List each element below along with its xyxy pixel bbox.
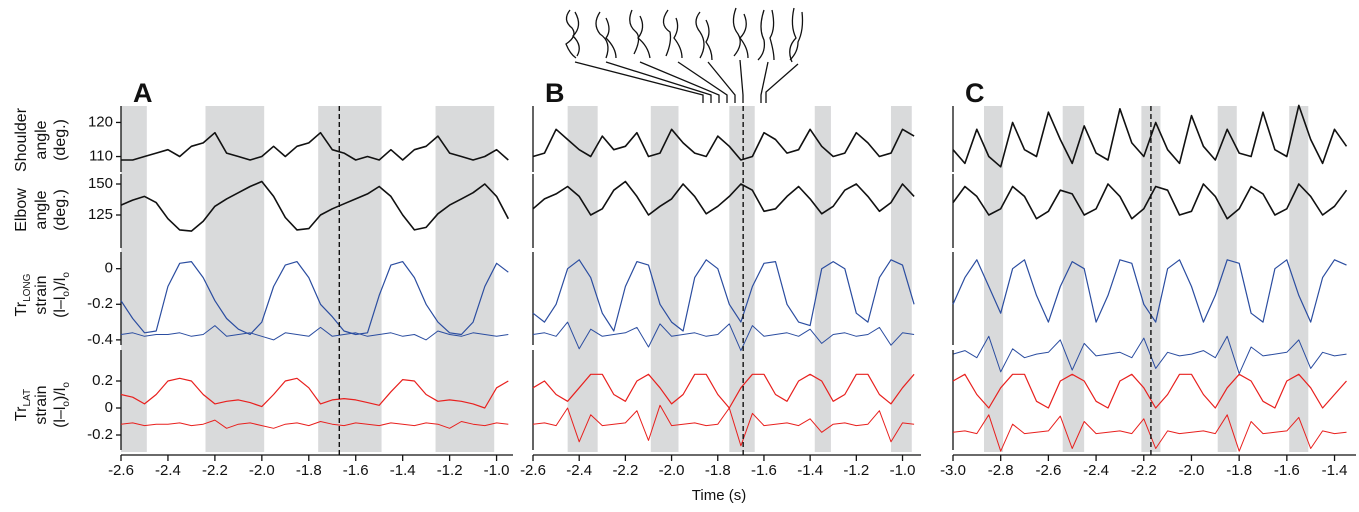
trace (120, 261, 509, 336)
shaded-band (650, 106, 679, 452)
x-axis-label: Time (s) (692, 487, 746, 504)
x-tick-label: -1.6 (1274, 462, 1300, 479)
y-tick-label: 150 (88, 175, 113, 192)
trace (952, 183, 1348, 220)
trace (121, 131, 509, 161)
shaded-band (567, 106, 598, 452)
x-tick-label: -2.0 (1179, 462, 1205, 479)
y-axis-label: angle (33, 190, 50, 229)
x-tick-label: -2.2 (202, 462, 228, 479)
y-tick-label: 0 (105, 399, 113, 416)
x-tick-label: -1.0 (484, 462, 510, 479)
label-part: Tr (13, 301, 30, 316)
y-axis-label: strain (33, 275, 50, 314)
trace (952, 104, 1348, 168)
shaded-band (890, 106, 912, 452)
y-tick-label: -0.2 (87, 295, 113, 312)
shaded-band (318, 106, 382, 452)
trace (532, 128, 915, 161)
y-axis-label: Elbow (13, 188, 30, 232)
label-part: )/l (52, 278, 69, 291)
trace (120, 325, 509, 341)
y-axis-label: strain (33, 385, 50, 424)
shaded-band (205, 106, 265, 452)
panel-letter: B (545, 78, 565, 108)
x-tick-label: -2.8 (988, 462, 1014, 479)
x-tick-label: -1.2 (437, 462, 463, 479)
subscript: o (61, 401, 72, 407)
trace (952, 259, 1347, 323)
panel-letter: C (965, 78, 985, 108)
y-tick-label: -0.2 (87, 426, 113, 443)
shaded-band (814, 106, 831, 452)
x-tick-label: -2.4 (155, 462, 181, 479)
x-tick-label: -2.6 (520, 462, 546, 479)
label-part: Tr (13, 406, 30, 421)
x-tick-label: -1.8 (296, 462, 322, 479)
subscript: o (61, 291, 72, 297)
y-axis-label: angle (33, 120, 50, 159)
shaded-band (729, 106, 755, 452)
x-tick-label: -1.2 (843, 462, 869, 479)
y-tick-label: 125 (88, 206, 113, 223)
x-tick-label: -3.0 (940, 462, 966, 479)
y-tick-label: 0 (105, 260, 113, 277)
x-tick-label: -1.6 (343, 462, 369, 479)
trace (120, 419, 509, 429)
trace (532, 373, 915, 409)
subscript: LONG (22, 273, 33, 302)
x-tick-label: -2.2 (1131, 462, 1157, 479)
y-tick-label: 0.2 (92, 372, 113, 389)
trace (952, 335, 1347, 375)
trace (952, 414, 1347, 452)
x-tick-label: -1.0 (890, 462, 916, 479)
y-axis-label: (deg.) (52, 119, 69, 161)
x-tick-label: -2.6 (1035, 462, 1061, 479)
panel-letter: A (133, 78, 153, 108)
trace (952, 373, 1347, 409)
shaded-band (1217, 106, 1237, 452)
trace (120, 180, 510, 232)
x-tick-label: -1.8 (1226, 462, 1252, 479)
x-tick-label: -2.0 (659, 462, 685, 479)
shaded-band (121, 106, 147, 452)
x-tick-label: -2.4 (1083, 462, 1109, 479)
x-tick-label: -1.6 (751, 462, 777, 479)
x-tick-label: -2.4 (566, 462, 592, 479)
y-axis-label: (l–lo)/lo (52, 382, 72, 428)
x-tick-label: -1.4 (797, 462, 823, 479)
label-part: (l–l (52, 407, 69, 428)
y-axis-label: TrLONG (13, 273, 33, 316)
trace (532, 404, 915, 447)
trace (120, 377, 509, 409)
subscript: o (61, 272, 72, 278)
y-tick-label: 120 (88, 113, 113, 130)
x-tick-label: -2.6 (108, 462, 134, 479)
y-axis-label: (deg.) (52, 189, 69, 231)
shaded-band (1289, 106, 1309, 452)
trace (532, 180, 915, 216)
trace (532, 321, 915, 352)
arm-sketches (565, 7, 804, 103)
x-tick-label: -1.4 (390, 462, 416, 479)
y-axis-label: Shoulder (13, 107, 30, 172)
subscript: LAT (22, 389, 33, 407)
x-tick-label: -1.8 (705, 462, 731, 479)
subscript: o (61, 382, 72, 388)
x-tick-label: -2.0 (249, 462, 275, 479)
label-part: )/l (52, 388, 69, 401)
trace (532, 259, 915, 332)
label-part: (l–l (52, 297, 69, 318)
x-tick-label: -1.4 (1322, 462, 1348, 479)
y-axis-label: TrLAT (13, 389, 33, 421)
x-tick-label: -2.2 (612, 462, 638, 479)
y-tick-label: 110 (89, 148, 113, 165)
y-tick-label: -0.4 (87, 331, 113, 348)
shaded-band (435, 106, 495, 452)
y-axis-label: (l–lo)/lo (52, 272, 72, 318)
